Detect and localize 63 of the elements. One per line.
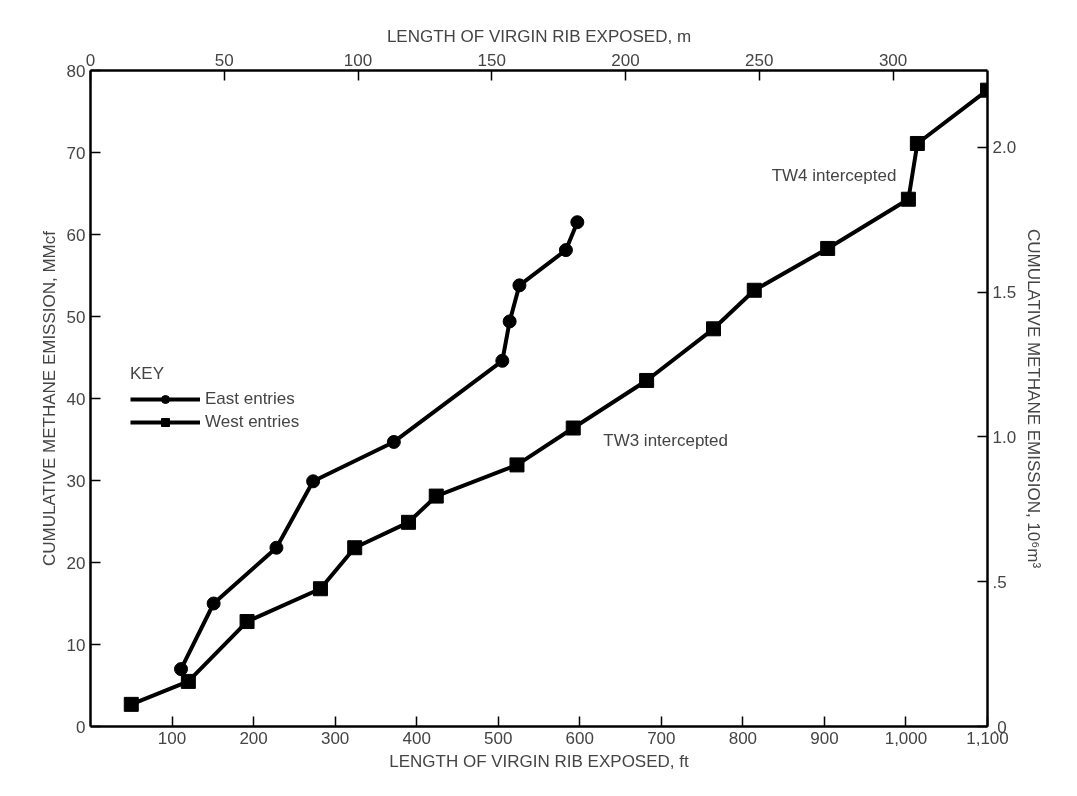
x2-tick-label: 100 [343,50,373,70]
annotation: TW4 intercepted [771,166,897,186]
y-tick-label: 40 [66,389,86,409]
point [706,321,722,337]
x2-axis-title: LENGTH OF VIRGIN RIB EXPOSED, m [386,26,692,46]
y-tick-label: 70 [66,143,86,163]
y-axis-title: CUMULATIVE METHANE EMISSION, MMcf [39,230,59,566]
x-tick-label: 200 [239,728,268,748]
point [239,614,255,630]
y-tick-label: 30 [66,471,86,491]
x2-tick-label: 300 [878,50,908,70]
point [269,540,284,555]
x2-tick-label: 200 [611,50,640,70]
y-tick-label: 10 [66,635,86,655]
x-tick-label: 300 [320,728,350,748]
x-tick-label: 700 [647,728,676,748]
y-tick-label: 20 [66,553,86,573]
point [401,514,417,530]
x-tick-label: 900 [810,728,839,748]
y-tick-label: 50 [66,307,86,327]
x-tick-label: 400 [402,728,431,748]
point [558,243,573,258]
y-tick-label: 60 [66,225,86,245]
point [900,191,916,207]
x2-tick-label: 250 [745,50,774,70]
point [746,282,762,298]
point [174,662,189,677]
point [565,420,581,436]
point [428,488,444,504]
legend-label: East entries [205,389,295,409]
x-tick-label: 600 [565,728,594,748]
point [347,540,363,556]
y2-axis-title: CUMULATIVE METHANE EMISSION, 10⁶m³ [1024,228,1044,569]
point [495,353,510,368]
x2-tick-label: 50 [214,50,234,70]
point [502,314,517,329]
y2-tick-label: 1.0 [992,427,1017,447]
point [512,278,527,293]
point [123,696,139,712]
x2-tick-label: 150 [477,50,506,70]
legend-title: KEY [130,364,166,384]
point [909,135,925,151]
x-tick-label: 100 [157,728,187,748]
x-tick-label: 800 [728,728,758,748]
y-tick-label: 80 [66,61,86,81]
point [312,581,328,597]
point [509,457,525,473]
point [820,240,836,256]
y-tick-label: 0 [76,717,86,737]
point [206,596,221,611]
point [639,372,655,388]
annotation: TW3 intercepted [603,431,728,451]
point [386,434,401,449]
x-tick-label: 1,000 [884,728,928,748]
point [306,474,321,489]
x-axis-title: LENGTH OF VIRGIN RIB EXPOSED, ft [389,751,689,771]
y2-tick-label: 1.5 [992,283,1017,303]
y2-tick-label: .5 [992,572,1007,592]
legend-label: West entries [205,412,300,432]
point [570,215,585,230]
point [180,673,196,689]
y2-tick-label: 2.0 [992,138,1017,158]
x-tick-label: 500 [484,728,513,748]
